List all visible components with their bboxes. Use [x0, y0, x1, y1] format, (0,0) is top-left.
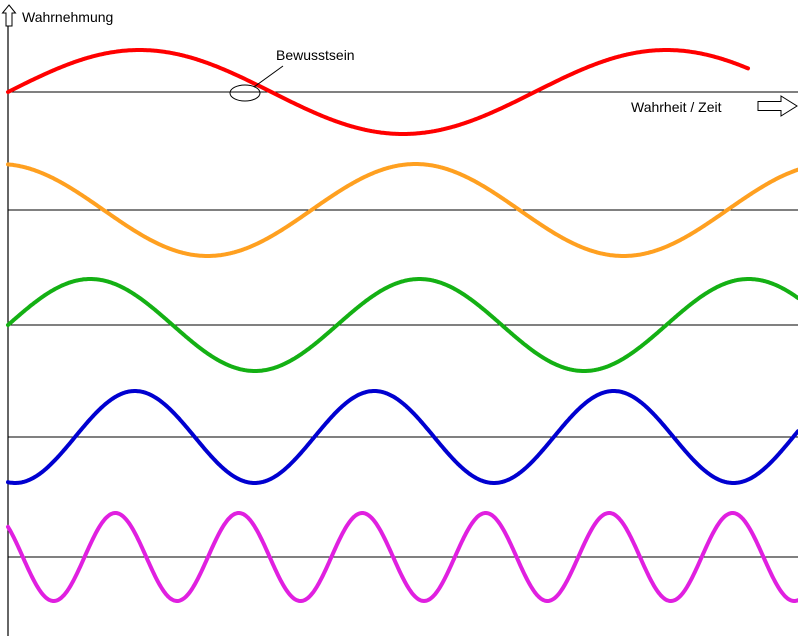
annotation-pointer [253, 65, 284, 88]
right-arrow-icon [757, 95, 798, 117]
x-axis-label: Wahrheit / Zeit [631, 99, 722, 115]
wave-red [6, 48, 750, 136]
wave-green [6, 277, 798, 373]
intersection-circle [229, 84, 261, 102]
y-axis-label: Wahrnehmung [22, 9, 113, 25]
wave-blue [6, 389, 798, 485]
annotation-label: Bewusstsein [276, 47, 355, 63]
wave-orange [6, 162, 798, 258]
wave-magenta [6, 511, 798, 604]
up-arrow-icon [1, 4, 17, 27]
baselines [8, 91, 798, 558]
